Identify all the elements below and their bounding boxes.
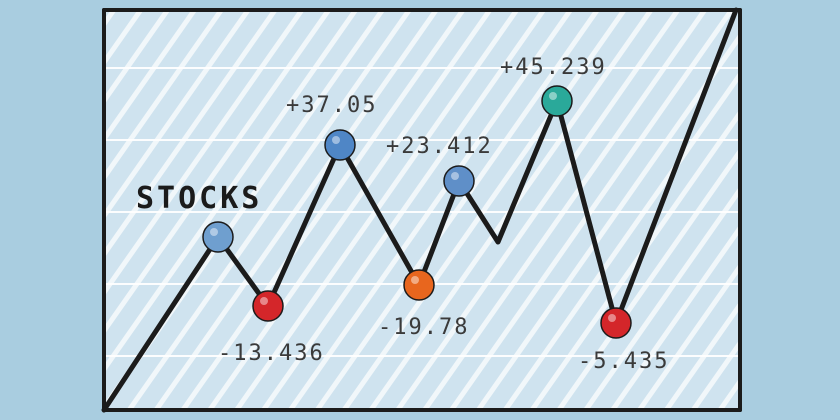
data-point: [252, 290, 284, 322]
data-point-highlight: [411, 276, 419, 284]
data-point: [541, 85, 573, 117]
chart-panel: [102, 8, 742, 412]
data-label: -19.78: [378, 315, 469, 340]
data-point: [403, 269, 435, 301]
panel-background: [106, 10, 738, 410]
data-label: +37.05: [286, 93, 377, 118]
data-label: +23.412: [386, 134, 493, 159]
series-line: [101, 7, 739, 413]
data-point-highlight: [451, 172, 459, 180]
data-point-highlight: [549, 92, 557, 100]
data-point-highlight: [260, 297, 268, 305]
data-point: [324, 129, 356, 161]
data-point: [443, 165, 475, 197]
chart-title: STOCKS: [136, 181, 262, 216]
data-point-highlight: [332, 136, 340, 144]
labels-layer: -13.436 +37.05 -19.78 +23.412 +45.239 -5.435: [218, 55, 669, 374]
data-point: [600, 307, 632, 339]
panel-frame: [102, 8, 742, 412]
data-point-highlight: [608, 314, 616, 322]
series-layer: [101, 7, 739, 413]
marks-layer: [202, 85, 632, 339]
data-point-highlight: [210, 228, 218, 236]
data-point: [202, 221, 234, 253]
data-label: -13.436: [218, 341, 325, 366]
data-label: -5.435: [578, 349, 669, 374]
data-label: +45.239: [500, 55, 607, 80]
